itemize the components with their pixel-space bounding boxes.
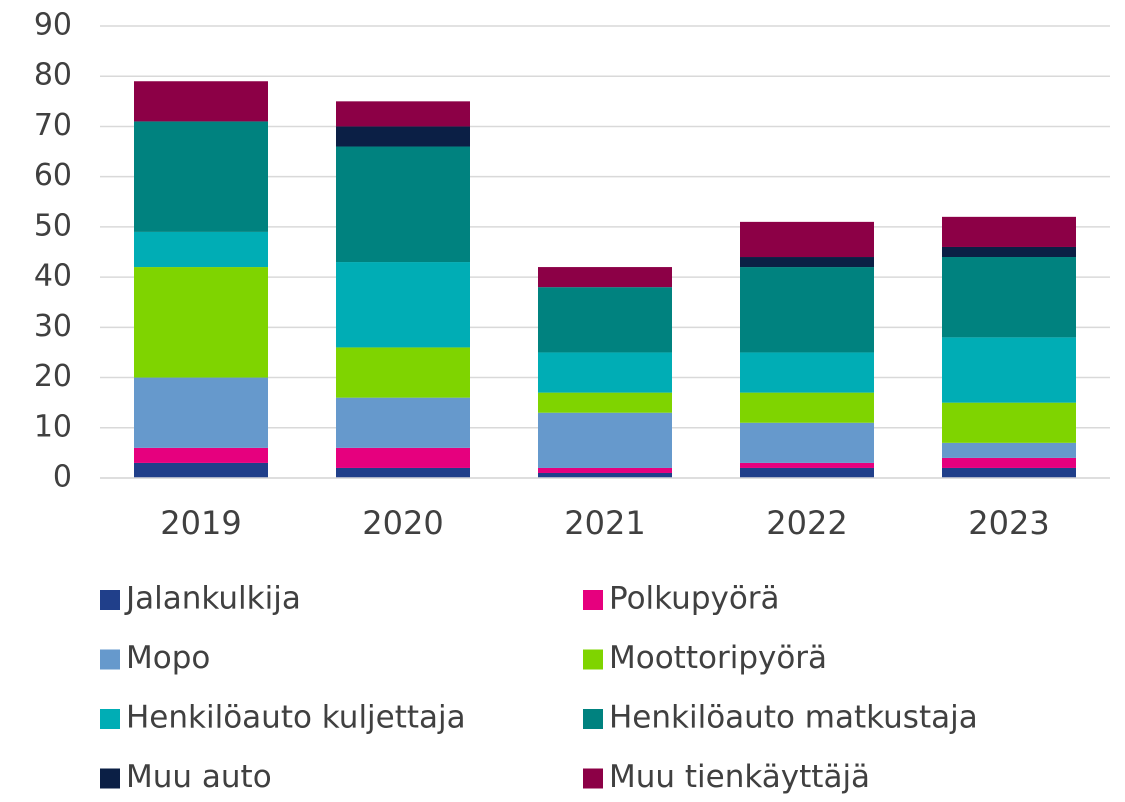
bar-segment (134, 81, 268, 122)
x-tick-label: 2021 (564, 504, 645, 542)
bar-segment (538, 392, 672, 413)
legend-swatch (583, 768, 603, 789)
bar-segment (740, 392, 874, 423)
bar-segment (134, 462, 268, 478)
y-tick-label: 80 (34, 58, 72, 93)
bar-segment (134, 447, 268, 463)
legend-label: Muu auto (126, 759, 272, 795)
legend-label: Moottoripyörä (609, 640, 827, 676)
y-tick-label: 90 (34, 8, 72, 43)
bar-segment (942, 442, 1076, 458)
legend-label: Henkilöauto kuljettaja (126, 700, 466, 736)
bar-segment (134, 231, 268, 268)
y-tick-label: 60 (34, 158, 72, 193)
x-tick-label: 2019 (160, 504, 241, 542)
bar-segment (740, 462, 874, 468)
legend-swatch (100, 768, 120, 789)
bar-segment (942, 257, 1076, 338)
bar-segment (336, 262, 470, 348)
legend-swatch (583, 649, 603, 670)
bar-segment (336, 467, 470, 478)
bar-segment (538, 467, 672, 473)
legend-swatch (100, 709, 120, 729)
bar-segment (538, 412, 672, 468)
y-tick-label: 50 (34, 208, 72, 243)
bar-segment (740, 422, 874, 463)
legend-label: Jalankulkija (124, 581, 301, 617)
legend-label: Polkupyörä (609, 581, 780, 617)
bar-segment (336, 447, 470, 468)
bar-segment (134, 267, 268, 378)
x-tick-label: 2023 (968, 504, 1049, 542)
bar-segment (538, 472, 672, 478)
bar-segment (942, 337, 1076, 403)
bar-segment (942, 467, 1076, 478)
y-tick-label: 40 (34, 259, 72, 294)
bar-segment (740, 352, 874, 393)
bar-segment (942, 246, 1076, 258)
bar-segment (538, 267, 672, 288)
legend-swatch (100, 649, 120, 670)
legend-swatch (100, 590, 120, 610)
y-tick-label: 10 (34, 409, 72, 444)
y-tick-label: 0 (53, 460, 72, 495)
bar-segment (740, 257, 874, 268)
bar-segment (942, 457, 1076, 468)
bar-segment (740, 467, 874, 478)
legend-label: Henkilöauto matkustaja (609, 700, 978, 736)
y-tick-label: 20 (34, 359, 72, 394)
bar-segment (336, 101, 470, 127)
bar-segment (336, 347, 470, 398)
x-tick-label: 2020 (362, 504, 443, 542)
bar-segment (740, 221, 874, 258)
bar-segment (538, 287, 672, 353)
bar-segment (336, 397, 470, 448)
y-tick-label: 70 (34, 108, 72, 143)
bar-segment (134, 377, 268, 448)
bar-segment (336, 146, 470, 263)
legend-label: Mopo (126, 640, 210, 676)
bar-segment (942, 402, 1076, 443)
x-tick-label: 2022 (766, 504, 847, 542)
bar-segment (134, 121, 268, 232)
legend-swatch (583, 709, 603, 729)
legend-label: Muu tienkäyttäjä (609, 759, 870, 795)
bar-segment (336, 126, 470, 147)
y-tick-label: 30 (34, 309, 72, 344)
bar-segment (942, 216, 1076, 247)
bar-segment (538, 352, 672, 393)
legend-swatch (583, 590, 603, 610)
bar-segment (740, 267, 874, 353)
